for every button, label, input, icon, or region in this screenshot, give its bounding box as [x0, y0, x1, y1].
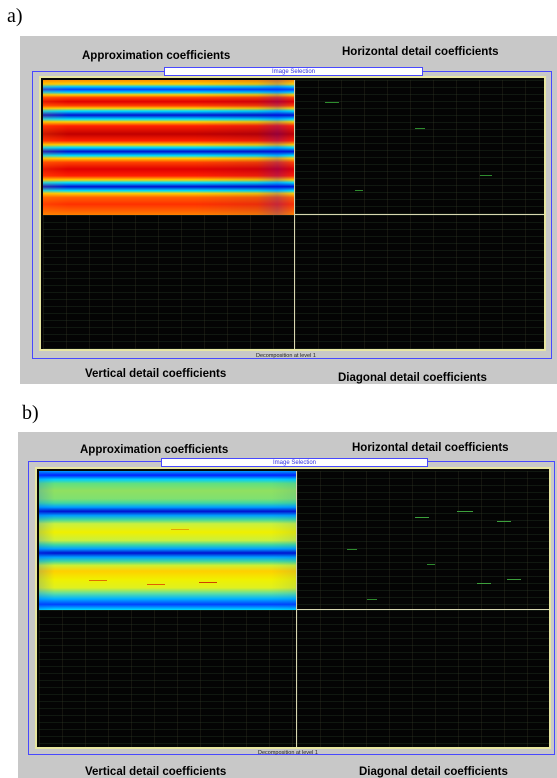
quadrant-divider-vertical-a — [294, 80, 295, 349]
horizontal-detail-image-a[interactable] — [295, 80, 544, 215]
horizontal-title-a: Horizontal detail coefficients — [342, 46, 499, 58]
decomposition-canvas-a[interactable] — [39, 76, 546, 351]
quadrant-divider-vertical-b — [296, 471, 297, 747]
quadrant-divider-horizontal-a — [295, 214, 544, 215]
image-selection-label-a[interactable]: Image Selection — [164, 67, 423, 76]
diagonal-title-a: Diagonal detail coefficients — [338, 372, 487, 384]
image-selection-label-b[interactable]: Image Selection — [161, 458, 428, 467]
decomposition-level-label-a: Decomposition at level 1 — [256, 353, 316, 359]
approximation-title-b: Approximation coefficients — [80, 444, 229, 456]
approximation-coefficients-image-b[interactable] — [39, 471, 297, 610]
horizontal-detail-image-b[interactable] — [297, 471, 549, 610]
figure-a-label: a) — [7, 5, 23, 27]
vertical-detail-image-b[interactable] — [39, 610, 297, 747]
horizontal-title-b: Horizontal detail coefficients — [352, 442, 509, 454]
approximation-title-a: Approximation coefficients — [82, 50, 231, 62]
vertical-detail-image-a[interactable] — [43, 215, 295, 349]
decomposition-canvas-b[interactable] — [35, 467, 551, 749]
diagonal-title-b: Diagonal detail coefficients — [359, 766, 508, 778]
approximation-coefficients-image-a[interactable] — [43, 80, 295, 215]
decomposition-level-label-b: Decomposition at level 1 — [258, 750, 318, 756]
vertical-title-b: Vertical detail coefficients — [85, 766, 227, 778]
quadrant-divider-horizontal-b — [297, 609, 549, 610]
figure-b-panel: Approximation coefficients Horizontal de… — [18, 432, 557, 778]
diagonal-detail-image-a[interactable] — [295, 215, 544, 349]
figure-b-label: b) — [22, 402, 39, 424]
figure-a-panel: Approximation coefficients Horizontal de… — [20, 36, 557, 384]
diagonal-detail-image-b[interactable] — [297, 610, 549, 747]
vertical-title-a: Vertical detail coefficients — [85, 368, 227, 380]
